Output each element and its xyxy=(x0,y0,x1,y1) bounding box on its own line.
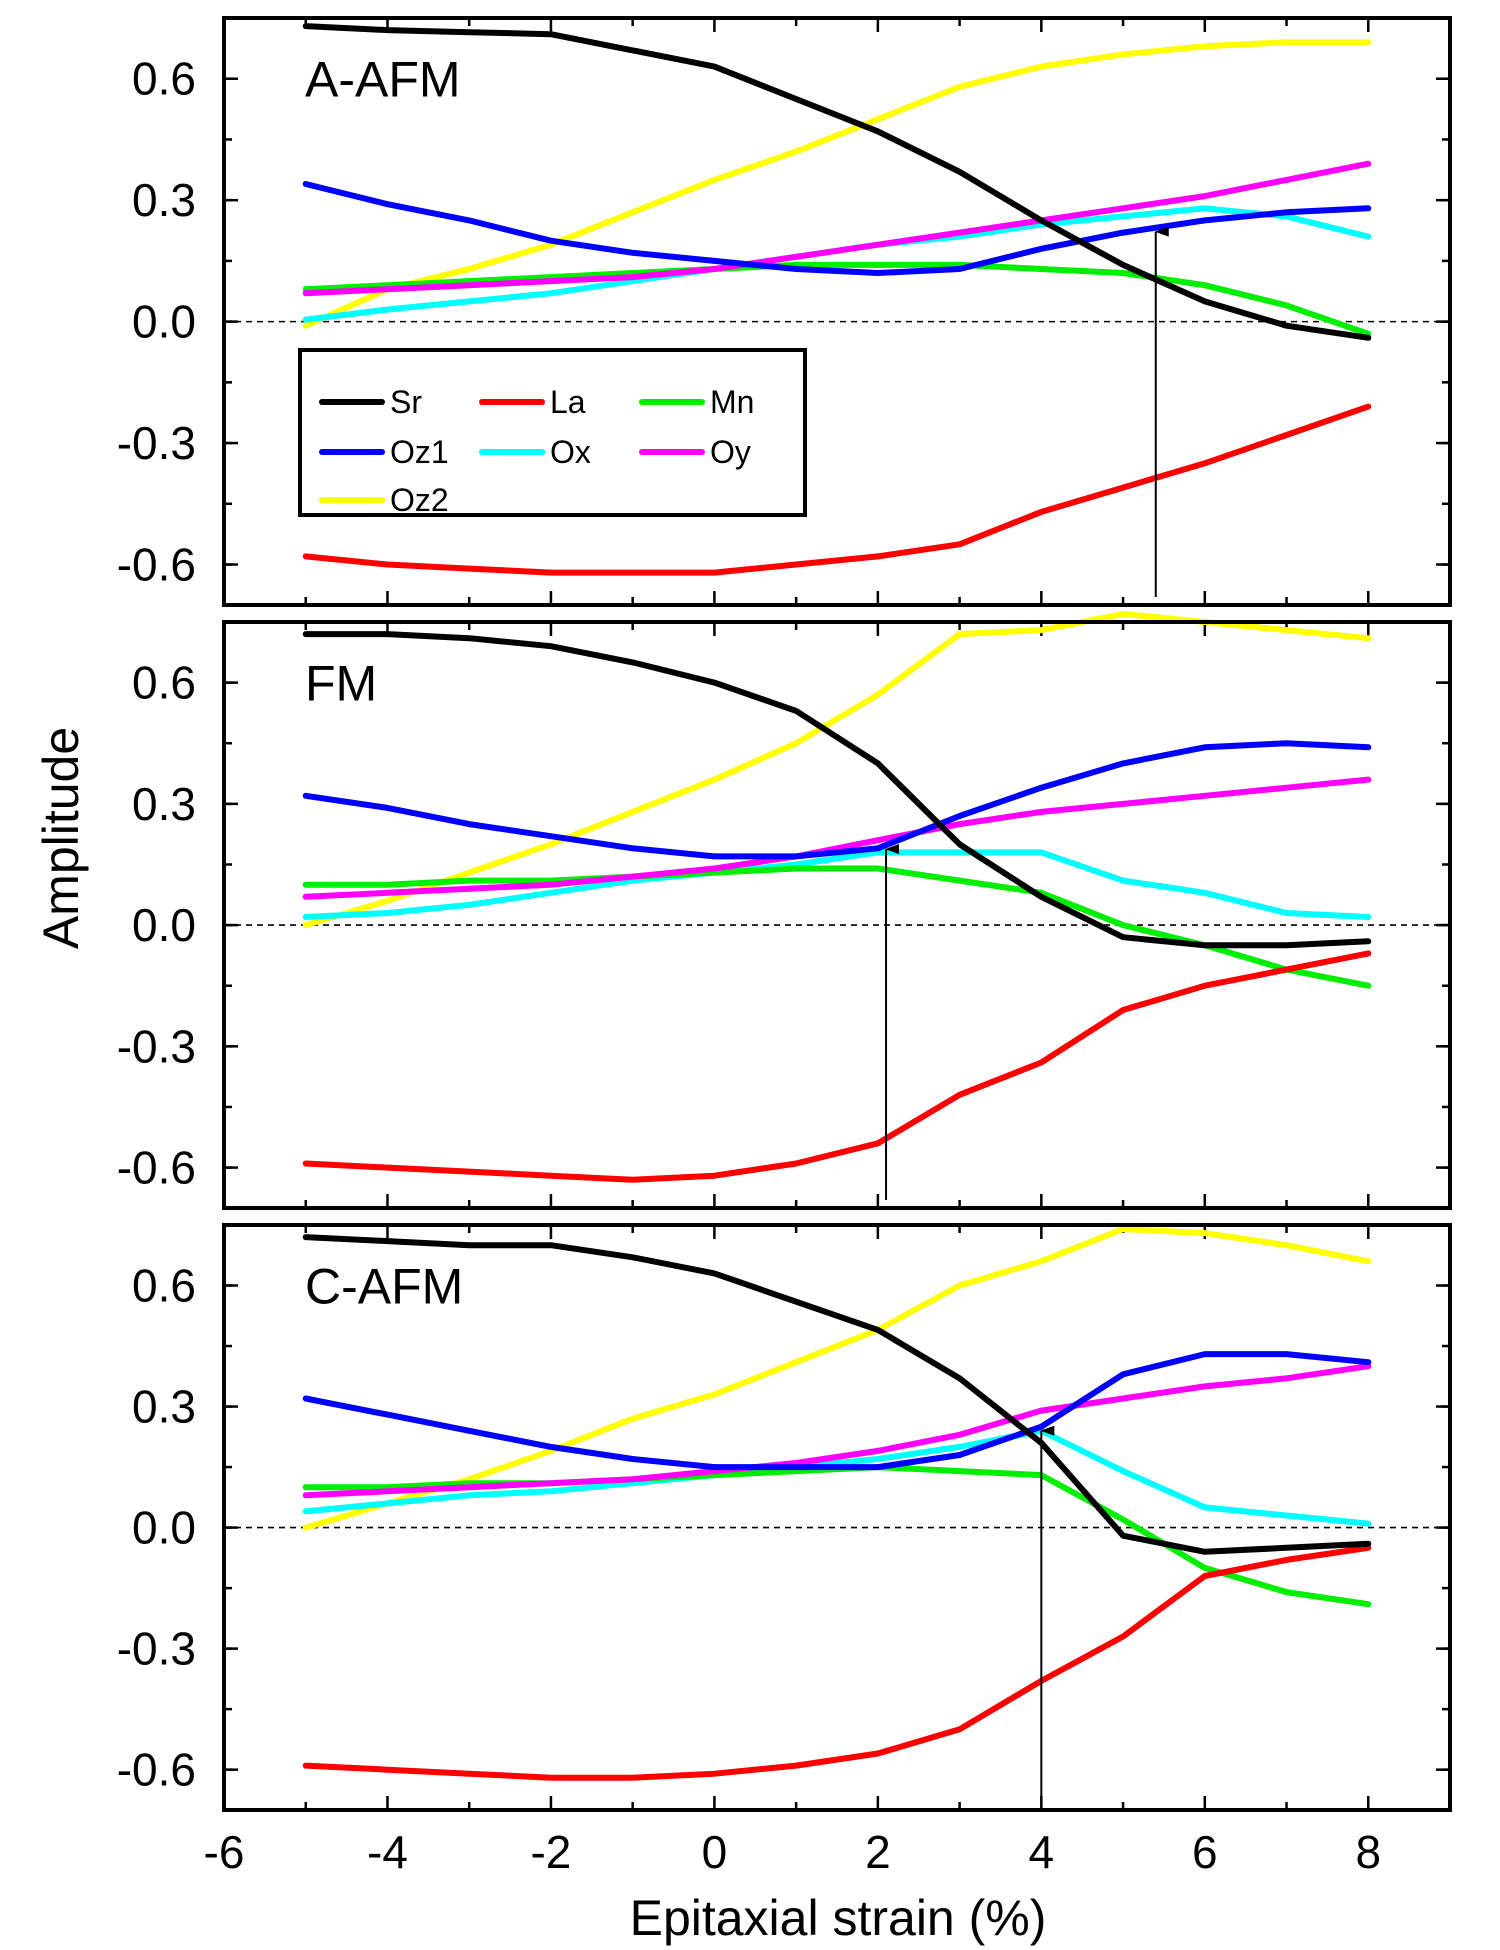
x-axis-label: Epitaxial strain (%) xyxy=(630,1890,1047,1946)
legend: Sr La Mn Oz1 Ox Oy Oz2 xyxy=(298,348,807,518)
series-oz1 xyxy=(302,181,1372,276)
series-oy xyxy=(302,776,1372,900)
series-oz1 xyxy=(302,1351,1372,1471)
y-tick-label: 0.3 xyxy=(132,174,196,226)
legend-label-oz1: Oz1 xyxy=(390,434,449,470)
series-ox xyxy=(302,849,1372,920)
x-tick-label: 4 xyxy=(1029,1826,1055,1878)
x-tick-label: -6 xyxy=(204,1826,245,1878)
series-sr xyxy=(302,1234,1372,1555)
plot-frame xyxy=(222,1223,1452,1812)
x-tick-label: -4 xyxy=(367,1826,408,1878)
series-oz2 xyxy=(302,1226,1372,1531)
legend-label-oz2: Oz2 xyxy=(390,482,449,518)
series-oz2 xyxy=(302,39,1372,329)
y-tick-label: 0.6 xyxy=(132,53,196,105)
y-tick-label: 0.6 xyxy=(132,657,196,709)
series-oy xyxy=(302,160,1372,297)
y-tick-label: 0.6 xyxy=(132,1260,196,1312)
y-tick-label: 0.0 xyxy=(132,1502,196,1554)
series-sr xyxy=(302,23,1372,341)
series-la xyxy=(302,1544,1372,1781)
y-tick-label: -0.6 xyxy=(117,1142,196,1194)
y-tick-label: -0.6 xyxy=(117,1744,196,1796)
x-tick-label: 6 xyxy=(1192,1826,1218,1878)
series-la xyxy=(302,950,1372,1183)
panels-layer: -0.6 -0.3 0.0 0.3 0.6 A-AFM -0.6 -0.3 0.0 0.3 0.6 F… xyxy=(117,16,1452,1878)
y-tick-label: 0.0 xyxy=(132,296,196,348)
legend-label-sr: Sr xyxy=(390,384,422,420)
legend-box xyxy=(298,348,807,517)
y-tick-label: -0.3 xyxy=(117,1623,196,1675)
plot-frame xyxy=(222,620,1452,1210)
panel-label: A-AFM xyxy=(305,52,461,108)
panel-a-afm: -0.6 -0.3 0.0 0.3 0.6 A-AFM xyxy=(117,16,1452,607)
x-tick-label: -2 xyxy=(530,1826,571,1878)
panel-label: C-AFM xyxy=(305,1259,463,1315)
panel-c-afm: -0.6 -0.3 0.0 0.3 0.6 C-AFM -6 -4 -2 0 2 4 6 8 xyxy=(117,1223,1452,1878)
y-axis-label: Amplitude xyxy=(33,727,89,949)
x-tick-label: 8 xyxy=(1355,1826,1381,1878)
y-tick-label: 0.3 xyxy=(132,778,196,830)
y-tick-label: 0.3 xyxy=(132,1381,196,1433)
panel-fm: -0.6 -0.3 0.0 0.3 0.6 FM xyxy=(117,610,1452,1210)
y-tick-label: -0.3 xyxy=(117,1020,196,1072)
legend-label-ox: Ox xyxy=(550,434,591,470)
series-ox xyxy=(302,1427,1372,1527)
plot-frame xyxy=(222,16,1452,607)
legend-label-la: La xyxy=(550,384,586,420)
x-tick-label: 2 xyxy=(865,1826,891,1878)
series-oy xyxy=(302,1363,1372,1499)
legend-label-oy: Oy xyxy=(710,434,751,470)
y-tick-label: -0.3 xyxy=(117,417,196,469)
panel-label: FM xyxy=(305,656,377,712)
series-sr xyxy=(302,631,1372,949)
series-la xyxy=(302,403,1372,576)
y-tick-label: -0.6 xyxy=(117,539,196,591)
x-tick-label: 0 xyxy=(702,1826,728,1878)
y-tick-label: 0.0 xyxy=(132,899,196,951)
series-oz1 xyxy=(302,740,1372,860)
legend-label-mn: Mn xyxy=(710,384,754,420)
series-mn xyxy=(302,261,1372,337)
